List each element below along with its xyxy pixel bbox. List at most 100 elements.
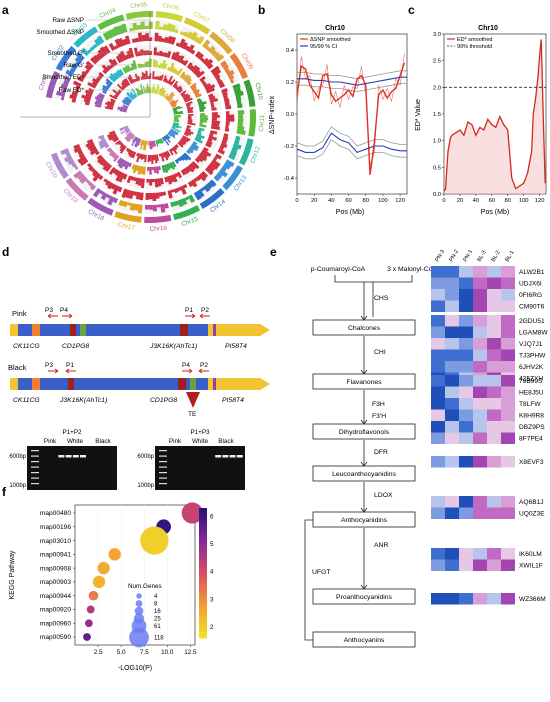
track-bar — [190, 49, 196, 55]
track-bar — [148, 192, 153, 200]
track-bar — [184, 131, 192, 136]
track-bar — [75, 85, 81, 91]
track-bar — [167, 75, 173, 85]
heatmap-cell — [501, 266, 515, 278]
track-bar — [99, 158, 106, 166]
track-bar — [185, 129, 194, 135]
chromosome-ideogram — [229, 52, 249, 80]
heatmap-row-label: K8H9R8 — [519, 413, 544, 420]
chart-b-ylabel: ΔSNP-index — [269, 95, 276, 134]
black-primer-p4: P4 — [182, 362, 190, 369]
chart-b-lines — [296, 53, 407, 175]
track-bar — [159, 177, 164, 185]
track-bar — [121, 23, 128, 33]
track-bar — [102, 32, 110, 41]
heatmap-cell — [487, 432, 501, 444]
x-tick-label: 60 — [489, 198, 495, 204]
track-bar — [171, 126, 176, 129]
panel-letter-e: e — [270, 245, 277, 259]
track-bar — [177, 87, 183, 92]
track-bar — [92, 172, 101, 182]
track-bar — [117, 90, 121, 95]
track-bar — [98, 140, 108, 147]
colorbar-segment — [199, 508, 207, 512]
track-bar — [112, 153, 118, 159]
ladder-band — [159, 472, 167, 474]
track-bar — [71, 161, 77, 168]
track-bar — [84, 89, 94, 96]
bubble-map03010 — [140, 526, 169, 555]
track-bar — [125, 147, 129, 151]
track-bar — [135, 87, 140, 96]
primer-arrow — [198, 368, 209, 374]
track-bar — [154, 89, 157, 94]
colorbar-segment — [199, 514, 207, 519]
colorbar-segment — [199, 517, 207, 522]
track-bar — [170, 128, 179, 134]
track-label-group: Raw ΔSNP Smoothed ΔSNP Smoothed G' Raw G… — [36, 17, 84, 94]
heatmap-cell — [431, 593, 445, 605]
track-bar — [139, 153, 142, 159]
track-bar — [194, 70, 201, 77]
track-bar — [123, 79, 129, 87]
track-bar — [148, 140, 150, 146]
chromosome-label: Chr10 — [253, 82, 264, 101]
pathway-connector — [334, 275, 413, 317]
track-bar — [124, 132, 133, 140]
track-bar — [164, 52, 168, 58]
track-bar — [126, 65, 132, 72]
heatmap-cell — [473, 326, 487, 338]
colorbar-segment — [199, 576, 207, 580]
track-bar — [142, 140, 145, 146]
track-bar — [79, 158, 89, 166]
track-bar — [214, 73, 221, 80]
track-bar — [236, 99, 242, 105]
track-bar — [199, 106, 206, 110]
track-bar — [100, 192, 108, 201]
track-bar — [99, 190, 105, 196]
series-ci-line — [296, 132, 407, 154]
track-bar — [202, 82, 207, 87]
track-bar — [153, 87, 156, 94]
heatmap-cell — [501, 361, 515, 373]
track-bar — [219, 145, 225, 151]
track-bar — [112, 72, 119, 80]
track-bar — [184, 97, 193, 103]
track-bar — [194, 92, 200, 97]
track-bar — [118, 37, 125, 47]
track-bar — [168, 80, 173, 85]
pcr-band — [215, 455, 222, 458]
track-bar — [86, 139, 94, 144]
track-bar — [77, 76, 85, 83]
track-bar — [119, 109, 127, 113]
heatmap-row-label: VJQ7J1 — [519, 341, 543, 348]
ladder-band — [31, 472, 39, 474]
ci-envelope-line — [296, 126, 407, 147]
heatmap-cell — [473, 496, 487, 508]
track-bar — [110, 28, 117, 38]
track-bar — [176, 171, 183, 179]
track-bar — [117, 158, 125, 167]
track-bar — [137, 51, 142, 57]
heatmap-cell — [459, 398, 473, 410]
track-bar — [90, 57, 98, 65]
heatmap-column-label: PN-2 — [449, 249, 461, 263]
track-bar — [133, 176, 137, 182]
colorbar-segment — [199, 553, 207, 558]
track-bar — [155, 76, 158, 80]
pathway-node-malonyl: 3 x Malonyl-CoA — [387, 266, 437, 273]
chart-f-xticks: 2.5 5.0 7.5 10.0 12.5 — [94, 645, 197, 656]
track-bar — [204, 58, 214, 67]
track-bar — [157, 178, 162, 187]
chart-c-title: Chr10 — [478, 25, 498, 32]
heatmap-cell — [501, 507, 515, 519]
track-bar — [98, 92, 105, 98]
track-bar — [174, 172, 179, 178]
chart-f-grid — [97, 505, 191, 645]
track-bar — [237, 114, 244, 119]
track-bar — [126, 202, 132, 206]
track-bar — [173, 117, 179, 119]
track-bar — [176, 68, 183, 76]
track-bar — [187, 164, 195, 173]
panel-letter-b: b — [258, 3, 265, 17]
